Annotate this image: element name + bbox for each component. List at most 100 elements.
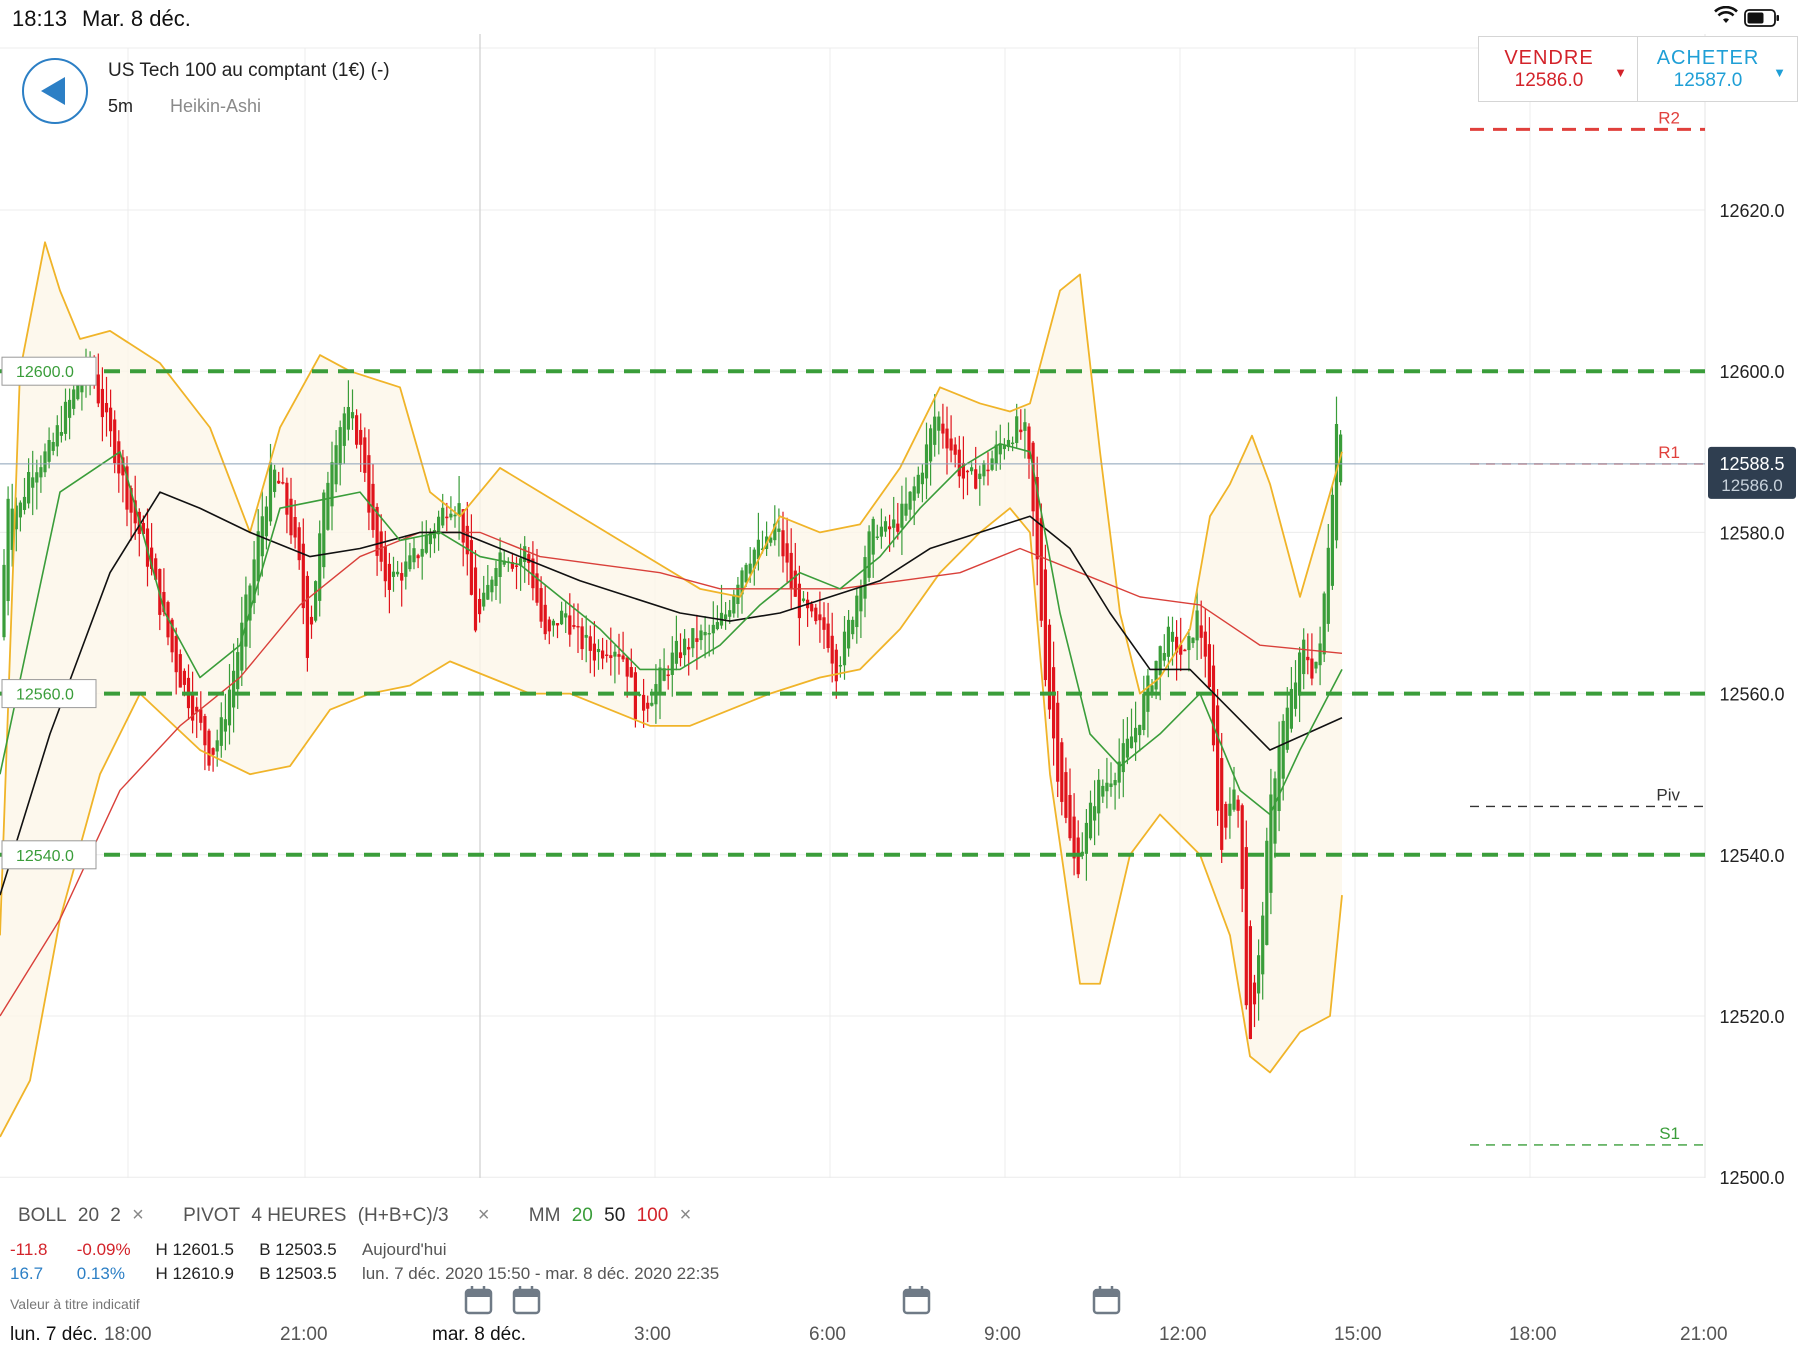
candle-body xyxy=(502,560,506,565)
candle-body xyxy=(871,518,875,555)
alert-tag-label: 12560.0 xyxy=(16,687,74,704)
time-tick: 6:00 xyxy=(809,1324,846,1345)
candle-body xyxy=(1220,758,1224,850)
back-arrow-icon xyxy=(41,77,65,105)
alert-tag[interactable]: 12600.0 xyxy=(1,356,97,386)
candle-body xyxy=(59,432,63,436)
candle-body xyxy=(777,528,781,532)
candle-body xyxy=(1011,442,1015,445)
candle-body xyxy=(1101,785,1105,797)
candle-body xyxy=(970,467,974,472)
candle-body xyxy=(732,594,736,614)
candle-body xyxy=(100,388,104,418)
mm-20: 20 xyxy=(571,1205,593,1226)
sell-button[interactable]: VENDRE 12586.0 ▼ xyxy=(1479,37,1638,101)
candle-body xyxy=(1084,822,1088,854)
candle-body xyxy=(900,503,904,528)
candle-body xyxy=(851,619,855,635)
candle-body xyxy=(314,581,318,621)
candle-body xyxy=(642,694,646,711)
indicator-legend: BOLL 20 2 × PIVOT 4 HEURES (H+B+C)/3 × M… xyxy=(18,1204,725,1227)
candle-body xyxy=(789,552,793,589)
candle-body xyxy=(424,535,428,553)
candle-body xyxy=(55,425,59,447)
boll-name[interactable]: BOLL xyxy=(18,1205,67,1226)
candle-body xyxy=(2,564,6,638)
candle-body xyxy=(408,555,412,570)
candle-body xyxy=(420,548,424,557)
pivot-label-r2: R2 xyxy=(1658,108,1680,127)
candle-body xyxy=(699,630,703,641)
mm-name[interactable]: MM xyxy=(528,1205,561,1226)
candle-body xyxy=(1138,724,1142,736)
time-tick: 21:00 xyxy=(280,1324,328,1345)
candle-body xyxy=(674,640,678,664)
candle-body xyxy=(601,650,605,659)
alert-tag[interactable]: 12560.0 xyxy=(1,679,97,709)
candle-body xyxy=(141,522,145,535)
candle-body xyxy=(182,670,186,685)
boll-dev: 2 xyxy=(110,1205,121,1226)
candle-body xyxy=(560,610,564,625)
pivot-name[interactable]: PIVOT xyxy=(183,1205,241,1226)
chart-type-selector[interactable]: Heikin-Ashi xyxy=(170,96,262,116)
candle-body xyxy=(781,530,785,557)
candle-body xyxy=(1281,720,1285,779)
candle-body xyxy=(945,428,949,449)
back-button[interactable] xyxy=(22,58,88,124)
candle-body xyxy=(572,625,576,627)
candle-body xyxy=(756,539,760,560)
buy-button[interactable]: ACHETER 12587.0 ▼ xyxy=(1638,37,1796,101)
time-tick: lun. 7 déc. xyxy=(10,1324,98,1345)
candle-body xyxy=(1031,442,1035,512)
candle-body xyxy=(941,423,945,434)
candle-body xyxy=(1293,682,1298,709)
candle-body xyxy=(986,469,990,472)
candle-body xyxy=(1039,518,1043,621)
candle-body xyxy=(1015,416,1019,444)
candle-body xyxy=(494,568,498,586)
candle-body xyxy=(236,652,240,690)
candle-body xyxy=(531,558,535,589)
alert-tag[interactable]: 12540.0 xyxy=(1,840,97,870)
candle-body xyxy=(473,567,478,631)
candle-body xyxy=(346,407,350,430)
candle-body xyxy=(289,498,293,536)
candle-body xyxy=(27,472,31,504)
candle-body xyxy=(752,549,756,569)
candle-body xyxy=(1265,840,1269,945)
candle-body xyxy=(1179,644,1183,655)
instrument-title[interactable]: US Tech 100 au comptant (1€) (-) xyxy=(108,60,390,81)
candle-body xyxy=(195,706,199,712)
candle-body xyxy=(1134,727,1138,743)
candle-body xyxy=(916,474,920,494)
candle-body xyxy=(1019,429,1023,433)
candle-body xyxy=(305,575,309,658)
ma50-line xyxy=(0,491,1343,896)
alert-tag-label: 12600.0 xyxy=(16,364,74,381)
candle-body xyxy=(1306,656,1310,661)
candle-body xyxy=(498,552,502,577)
mm-remove-icon[interactable]: × xyxy=(679,1204,692,1226)
buy-price: 12587.0 xyxy=(1673,70,1743,91)
candle-body xyxy=(1064,772,1068,818)
candle-body xyxy=(703,631,707,636)
candle-body xyxy=(129,488,133,513)
candle-body xyxy=(281,482,285,484)
candle-body xyxy=(662,668,666,681)
boll-remove-icon[interactable]: × xyxy=(132,1204,144,1226)
candle-body xyxy=(1056,702,1060,782)
status-bar: 18:13 Mar. 8 déc. xyxy=(0,0,1800,34)
timeframe-selector[interactable]: 5m xyxy=(108,96,134,116)
candle-body xyxy=(838,665,842,667)
time-tick: mar. 8 déc. xyxy=(432,1324,526,1345)
candle-body xyxy=(350,412,355,419)
candle-body xyxy=(162,591,166,613)
pivot-remove-icon[interactable]: × xyxy=(477,1204,490,1226)
candle-body xyxy=(1195,610,1199,641)
candle-body xyxy=(724,614,728,620)
candle-body xyxy=(1228,803,1232,816)
candle-body xyxy=(1129,736,1134,749)
candle-body xyxy=(592,643,596,661)
